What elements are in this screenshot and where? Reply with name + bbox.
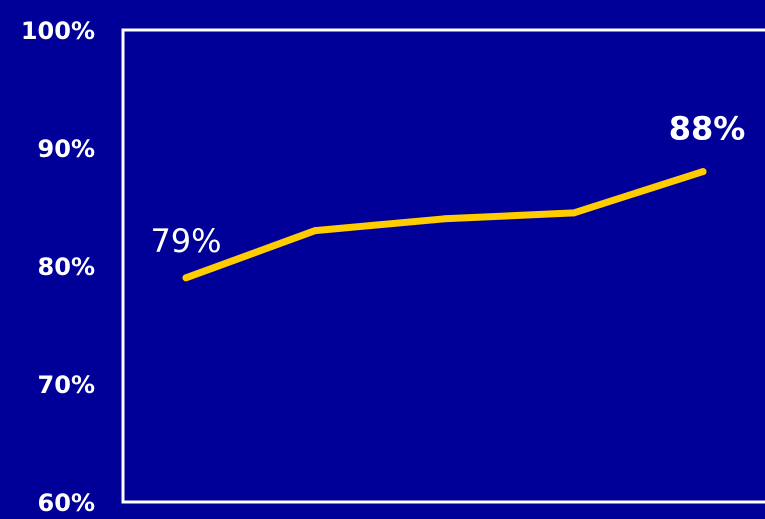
data-point [570,209,578,217]
series-line [182,168,707,282]
y-axis-ticks: 60% 70% 80% 90% 100% [21,17,95,517]
data-point [311,227,319,235]
y-tick-label: 90% [38,135,95,163]
y-tick-label: 80% [38,253,95,281]
data-point [182,274,190,282]
y-tick-label: 60% [38,489,95,517]
data-point [441,215,448,223]
data-point [699,168,707,176]
plot-frame [121,28,765,504]
data-label: 79% [150,222,221,260]
y-tick-label: 70% [38,371,95,399]
axes [121,28,765,504]
series [182,168,707,282]
data-labels: 79% 88% [150,110,745,260]
y-tick-label: 100% [21,17,95,45]
data-label: 88% [669,110,746,148]
